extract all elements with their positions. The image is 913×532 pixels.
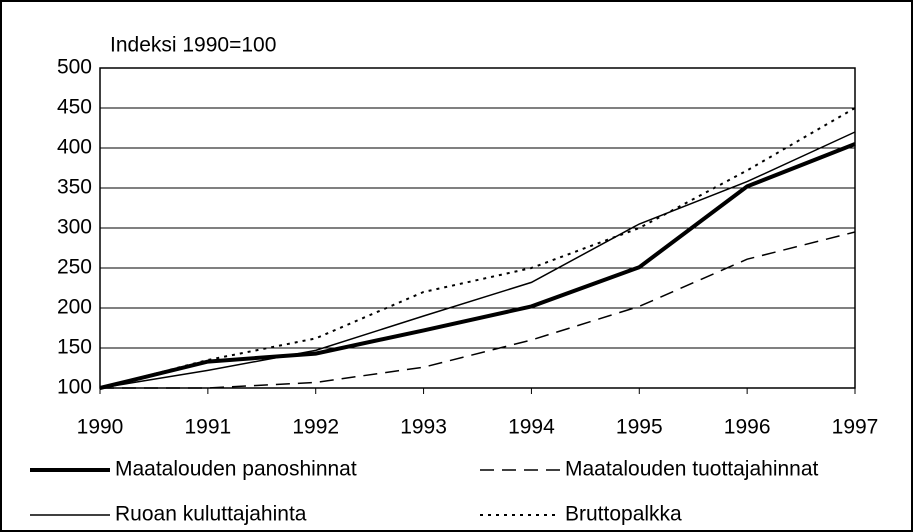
series-line: [100, 231, 856, 389]
series-line: [99, 107, 856, 389]
x-tick-label: 1995: [616, 416, 663, 439]
x-tick-label: 1993: [400, 416, 447, 439]
y-tick-label: 400: [57, 136, 92, 159]
y-tick-label: 100: [57, 376, 92, 399]
y-tick-label: 250: [57, 256, 92, 279]
series-line: [99, 131, 856, 389]
x-tick-label: 1997: [832, 416, 879, 439]
x-tick-label: 1991: [184, 416, 231, 439]
y-tick-label: 500: [57, 56, 92, 79]
legend-label: Ruoan kuluttajahinta: [115, 503, 307, 526]
x-tick-label: 1994: [508, 416, 555, 439]
x-tick-label: 1990: [77, 416, 124, 439]
chart-title: Indeksi 1990=100: [110, 34, 276, 57]
y-tick-label: 200: [57, 296, 92, 319]
y-tick-label: 150: [57, 336, 92, 359]
legend-label: Maatalouden tuottajahinnat: [565, 458, 819, 481]
y-tick-label: 350: [57, 176, 92, 199]
legend-label: Bruttopalkka: [565, 503, 682, 526]
x-tick-label: 1996: [724, 416, 771, 439]
x-tick-label: 1992: [292, 416, 339, 439]
y-tick-label: 450: [57, 96, 92, 119]
legend-label: Maatalouden panoshinnat: [115, 458, 357, 481]
series-line: [99, 142, 856, 390]
y-tick-label: 300: [57, 216, 92, 239]
